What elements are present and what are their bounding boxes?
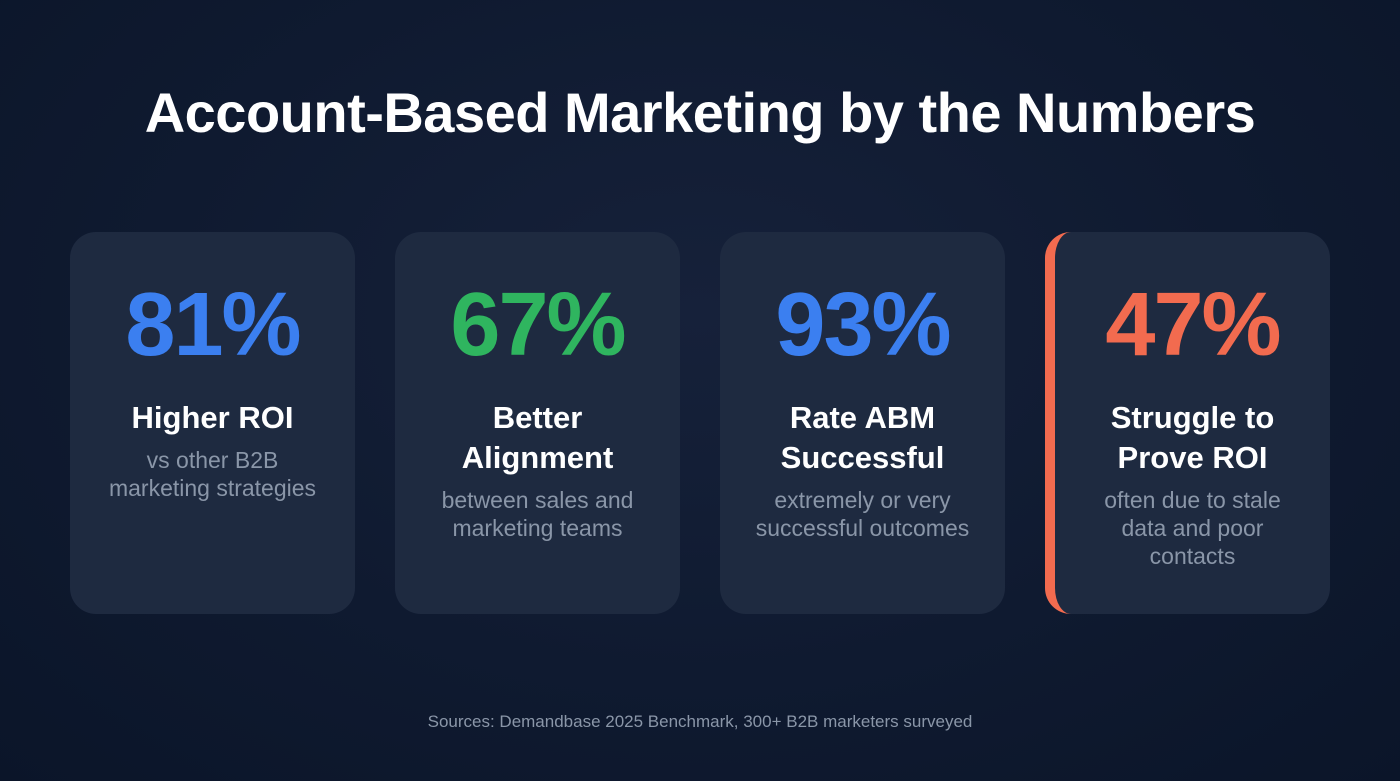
stat-card-rate-successful: 93% Rate ABM Successful extremely or ver… <box>720 232 1005 614</box>
stat-cards: 81% Higher ROI vs other B2B marketing st… <box>70 232 1330 614</box>
stat-label: Struggle to Prove ROI <box>1110 400 1275 475</box>
stat-value: 67% <box>450 275 626 375</box>
stat-card-struggle-roi: 47% Struggle to Prove ROI often due to s… <box>1045 232 1330 614</box>
stat-description: between sales and marketing teams <box>441 487 634 541</box>
stat-card-better-alignment: 67% Better Alignment between sales and m… <box>395 232 680 614</box>
stat-label: Better Alignment <box>461 400 614 475</box>
stat-label: Rate ABM Successful <box>780 400 945 475</box>
stat-value: 93% <box>775 275 951 375</box>
stat-value: 81% <box>125 275 301 375</box>
stat-description: vs other B2B marketing strategies <box>108 447 317 501</box>
sources-footnote: Sources: Demandbase 2025 Benchmark, 300+… <box>427 712 973 731</box>
stat-card-higher-roi: 81% Higher ROI vs other B2B marketing st… <box>70 232 355 614</box>
page-title: Account-Based Marketing by the Numbers <box>144 81 1256 144</box>
stat-label: Higher ROI <box>131 400 294 435</box>
stat-description: often due to stale data and poor contact… <box>1104 487 1281 569</box>
stat-value: 47% <box>1105 275 1281 375</box>
stat-description: extremely or very successful outcomes <box>755 487 970 541</box>
